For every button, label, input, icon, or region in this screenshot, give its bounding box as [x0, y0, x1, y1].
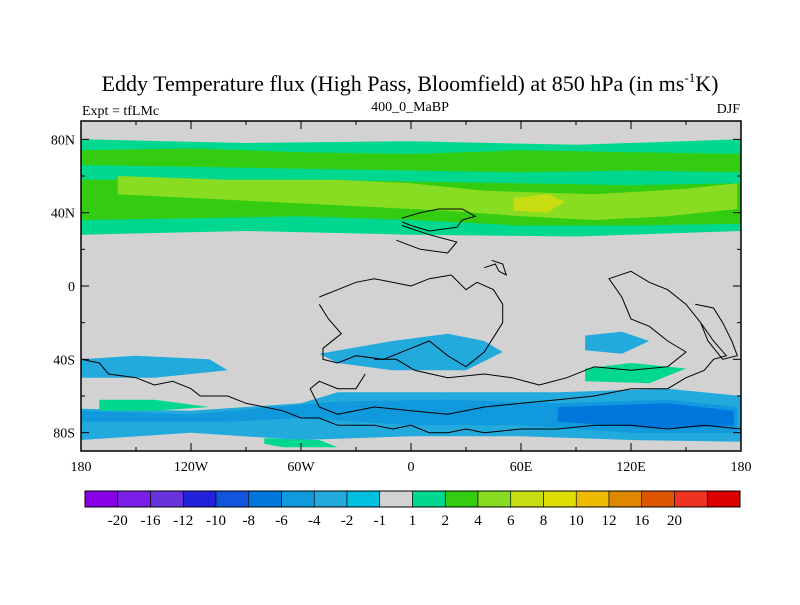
colorbar-swatch-16 [608, 490, 643, 508]
colorbar-label-7: -2 [341, 513, 354, 529]
colorbar-label-17: 20 [667, 513, 682, 529]
x-tick-label-0: 180 [71, 460, 92, 475]
colorbar-label-10: 2 [442, 513, 450, 529]
colorbar-swatch-12 [477, 490, 512, 508]
subtitle-right: DJF [717, 102, 741, 117]
x-tick-label-1: 120W [174, 460, 209, 475]
x-axis: 180 120W 60W 0 60E 120E 180 [71, 121, 752, 475]
colorbar-frame [84, 490, 741, 508]
subtitle-center: 400_0_MaBP [371, 100, 449, 115]
colorbar-swatch-10 [412, 490, 446, 508]
contour-region-3 [117, 176, 738, 220]
colorbar-swatch-9 [379, 490, 413, 508]
contour-region-7 [585, 331, 650, 354]
colorbar-swatch-11 [444, 490, 479, 508]
land-outline-6 [695, 303, 738, 360]
colorbar-label-3: -10 [206, 513, 226, 529]
colorbar-label-16: 16 [634, 513, 650, 529]
colorbar-label-1: -16 [141, 513, 161, 529]
contour-region-11 [99, 399, 210, 411]
colorbar-label-2: -12 [173, 513, 193, 529]
y-tick-label-3: 40S [53, 353, 75, 368]
colorbar-swatch-1 [117, 490, 151, 508]
colorbar-swatch-7 [313, 490, 348, 508]
colorbar-swatch-0 [84, 490, 119, 508]
land-outline-0 [401, 208, 477, 232]
colorbar-swatch-6 [281, 490, 315, 508]
colorbar-label-12: 6 [507, 513, 515, 529]
colorbar-label-8: -1 [374, 513, 387, 529]
contour-region-12 [264, 438, 338, 448]
contour-region-2 [81, 165, 741, 186]
colorbar-swatch-8 [346, 490, 381, 508]
chart-title: Eddy Temperature flux (High Pass, Bloomf… [102, 70, 719, 96]
colorbar-swatch-17 [641, 490, 675, 508]
subtitle-left: Expt = tfLMc [82, 104, 159, 119]
y-tick-label-4: 80S [53, 427, 75, 442]
x-tick-label-6: 180 [731, 460, 752, 475]
colorbar-swatch-15 [575, 490, 610, 508]
x-tick-label-4: 60E [510, 460, 533, 475]
chart-title-main: Eddy Temperature flux (High Pass, Bloomf… [102, 71, 685, 96]
chart-title-superscript: -1 [684, 70, 695, 85]
colorbar-label-15: 12 [602, 513, 617, 529]
land-outline-4 [81, 358, 741, 434]
y-tick-label-2: 0 [68, 280, 75, 295]
colorbar-swatch-5 [248, 490, 282, 508]
contour-region-10 [557, 403, 734, 429]
y-tick-label-1: 40N [51, 207, 75, 222]
colorbar-swatch-18 [674, 490, 708, 508]
colorbar-swatch-4 [215, 490, 250, 508]
colorbar-label-9: 1 [409, 513, 417, 529]
colorbar-label-4: -8 [243, 513, 256, 529]
chart-title-end: K) [695, 71, 718, 96]
contour-region-5 [81, 355, 228, 378]
colorbar-swatch-19 [706, 490, 741, 508]
land-outline-layer [81, 208, 741, 434]
land-outline-5 [484, 259, 508, 276]
colorbar-swatch-2 [150, 490, 184, 508]
contour-region-4 [513, 194, 565, 213]
y-axis: 80N 40N 0 40S 80S [51, 133, 741, 442]
colorbar-swatch-13 [510, 490, 544, 508]
colorbar-label-6: -4 [308, 513, 321, 529]
colorbar-label-0: -20 [108, 513, 128, 529]
colorbar-label-14: 10 [569, 513, 584, 529]
colorbar-label-5: -6 [275, 513, 288, 529]
x-tick-label-5: 120E [616, 460, 646, 475]
x-tick-label-3: 0 [408, 460, 415, 475]
colorbar-swatch-3 [182, 490, 217, 508]
land-outline-1 [396, 225, 458, 254]
land-outline-2 [318, 274, 504, 368]
contour-fill-layer [81, 139, 741, 448]
colorbar-swatch-14 [543, 490, 577, 508]
y-tick-label-0: 80N [51, 133, 75, 148]
colorbar: -20 -16 -12 -10 -8 -6 -4 -2 -1 1 2 4 6 8 10 12 16 20 [84, 490, 741, 529]
colorbar-label-11: 4 [474, 513, 482, 529]
colorbar-label-13: 8 [540, 513, 548, 529]
x-tick-label-2: 60W [287, 460, 315, 475]
